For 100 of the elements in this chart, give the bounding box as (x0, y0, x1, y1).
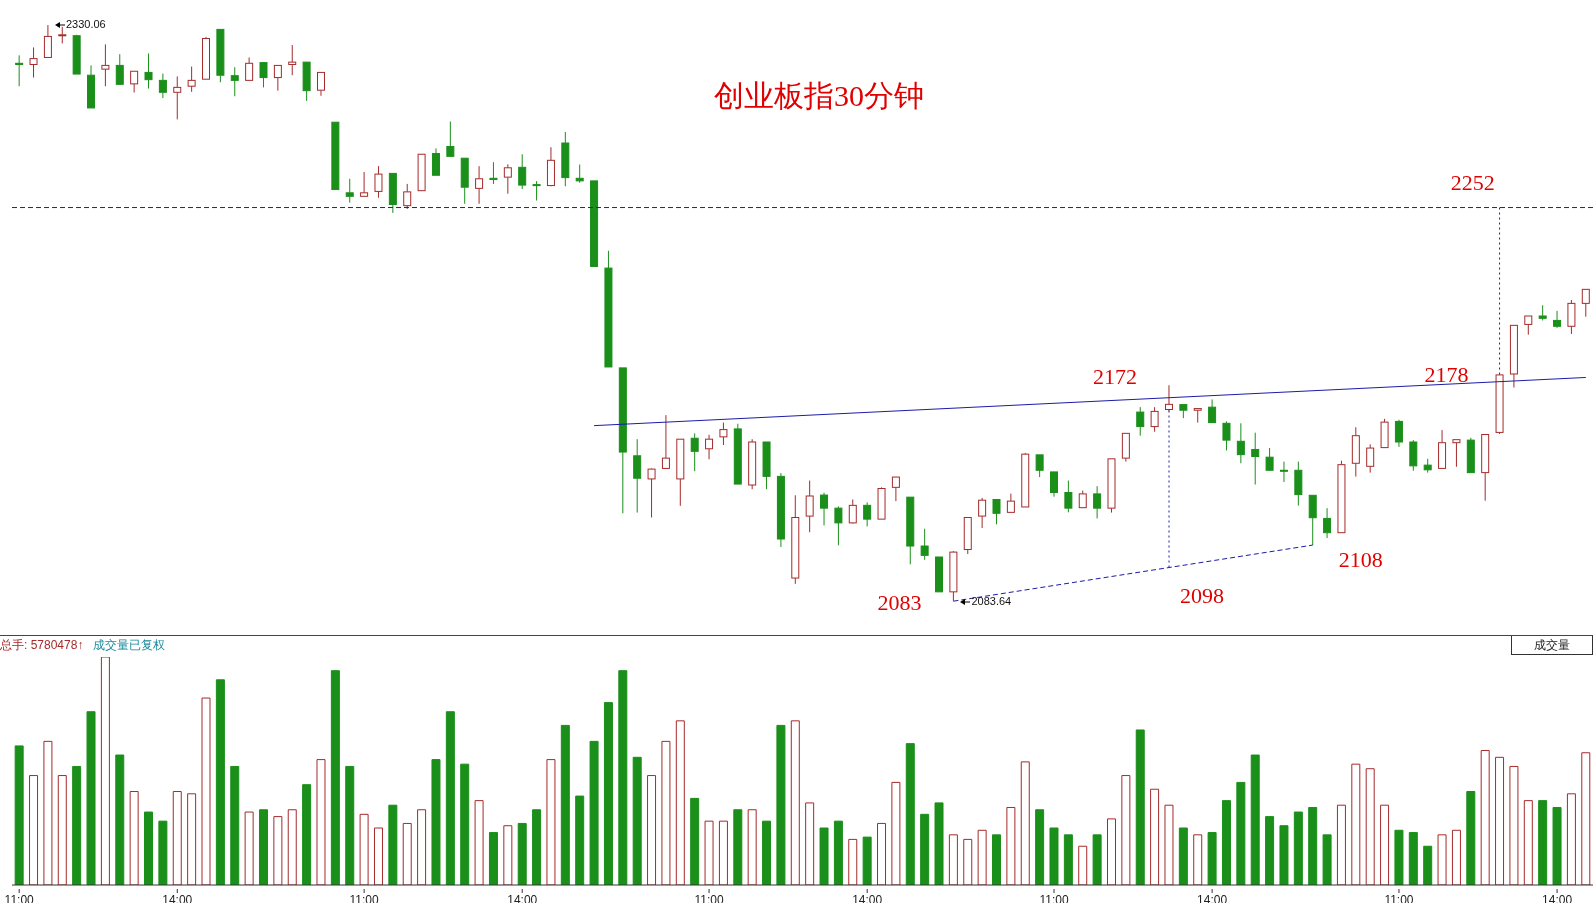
text: 总手: 5780478↑ (0, 637, 84, 654)
bar (877, 822, 887, 885)
bar (57, 775, 67, 885)
bar (532, 809, 542, 885)
candlestick (920, 528, 929, 561)
bar (431, 759, 441, 885)
bar (244, 811, 254, 885)
bar (1423, 845, 1433, 885)
bar (1265, 816, 1275, 885)
bar (632, 756, 642, 885)
bar (920, 813, 930, 885)
bar (805, 802, 815, 885)
bar (417, 809, 427, 885)
candlestick (475, 165, 484, 205)
bar (1164, 804, 1174, 885)
bar (589, 740, 599, 885)
candlestick (489, 161, 498, 185)
bar (201, 697, 211, 885)
bar (1078, 845, 1088, 885)
bar (330, 670, 340, 885)
bar (1552, 806, 1562, 885)
candlestick (805, 480, 814, 533)
bar (733, 809, 743, 885)
candlestick (1222, 420, 1231, 451)
bar (1207, 832, 1217, 885)
bar (690, 797, 700, 885)
bar (72, 765, 82, 885)
bar (316, 759, 326, 885)
bar (1092, 834, 1102, 885)
bar (259, 809, 268, 885)
text: 创业板指30分钟 (713, 78, 925, 114)
label-box: 成交量 (1511, 636, 1593, 655)
bar (1193, 834, 1203, 885)
annotation: 2083.64 (971, 595, 1012, 608)
candlestick (705, 434, 714, 460)
bar (488, 832, 498, 885)
bar (575, 795, 585, 885)
bar (819, 827, 829, 885)
bar (115, 754, 125, 885)
bar (1336, 804, 1346, 885)
ref-line-label: 2252 (1450, 169, 1495, 195)
bar (1394, 829, 1404, 885)
candlestick (29, 46, 38, 79)
bar (1006, 806, 1016, 885)
bar (1322, 834, 1332, 885)
bar (1063, 834, 1073, 885)
bar (948, 834, 958, 885)
bar (100, 657, 110, 885)
bar (1451, 829, 1461, 885)
annotation: 2172 (1092, 364, 1138, 390)
candlestick (101, 43, 110, 87)
bar (546, 759, 556, 885)
bar (388, 804, 398, 885)
candlestick (15, 54, 24, 87)
bar (86, 711, 96, 885)
bar (891, 781, 901, 885)
annotation: 2330.06 (65, 18, 106, 31)
bar (977, 829, 987, 885)
bar (618, 670, 628, 885)
bar (603, 702, 613, 885)
bar (1293, 811, 1303, 885)
bar (992, 834, 1002, 885)
bar (474, 800, 484, 885)
candlestick (978, 497, 987, 529)
annotation: 2083 (876, 590, 923, 616)
bar (934, 802, 944, 885)
bar (373, 827, 383, 885)
candlestick (776, 472, 785, 548)
bar (460, 763, 470, 885)
bar (445, 711, 455, 885)
bar (359, 813, 369, 885)
bar (1150, 788, 1160, 885)
bar (762, 820, 772, 885)
bar (848, 838, 858, 885)
candlestick (690, 432, 699, 472)
bar (1049, 827, 1059, 885)
candlestick (1150, 406, 1159, 433)
bar (1236, 781, 1246, 885)
bar (230, 765, 240, 885)
bar (1509, 765, 1519, 885)
bar (704, 820, 714, 885)
bar (517, 822, 527, 885)
bar (215, 679, 225, 885)
bar (862, 836, 872, 885)
candlestick (1251, 432, 1260, 486)
bar (302, 784, 312, 885)
bar (718, 820, 728, 885)
candlestick (1093, 485, 1102, 519)
candlestick (633, 438, 642, 514)
candlestick (345, 178, 354, 204)
bar (1221, 800, 1231, 885)
bar (1523, 800, 1533, 885)
bar (675, 720, 685, 885)
annotation: 2178 (1423, 362, 1470, 388)
candlestick (288, 44, 297, 76)
bar (1250, 754, 1260, 885)
candlestick (1553, 310, 1562, 329)
bar (273, 816, 283, 885)
bar (1365, 768, 1375, 885)
candlestick (173, 75, 182, 120)
